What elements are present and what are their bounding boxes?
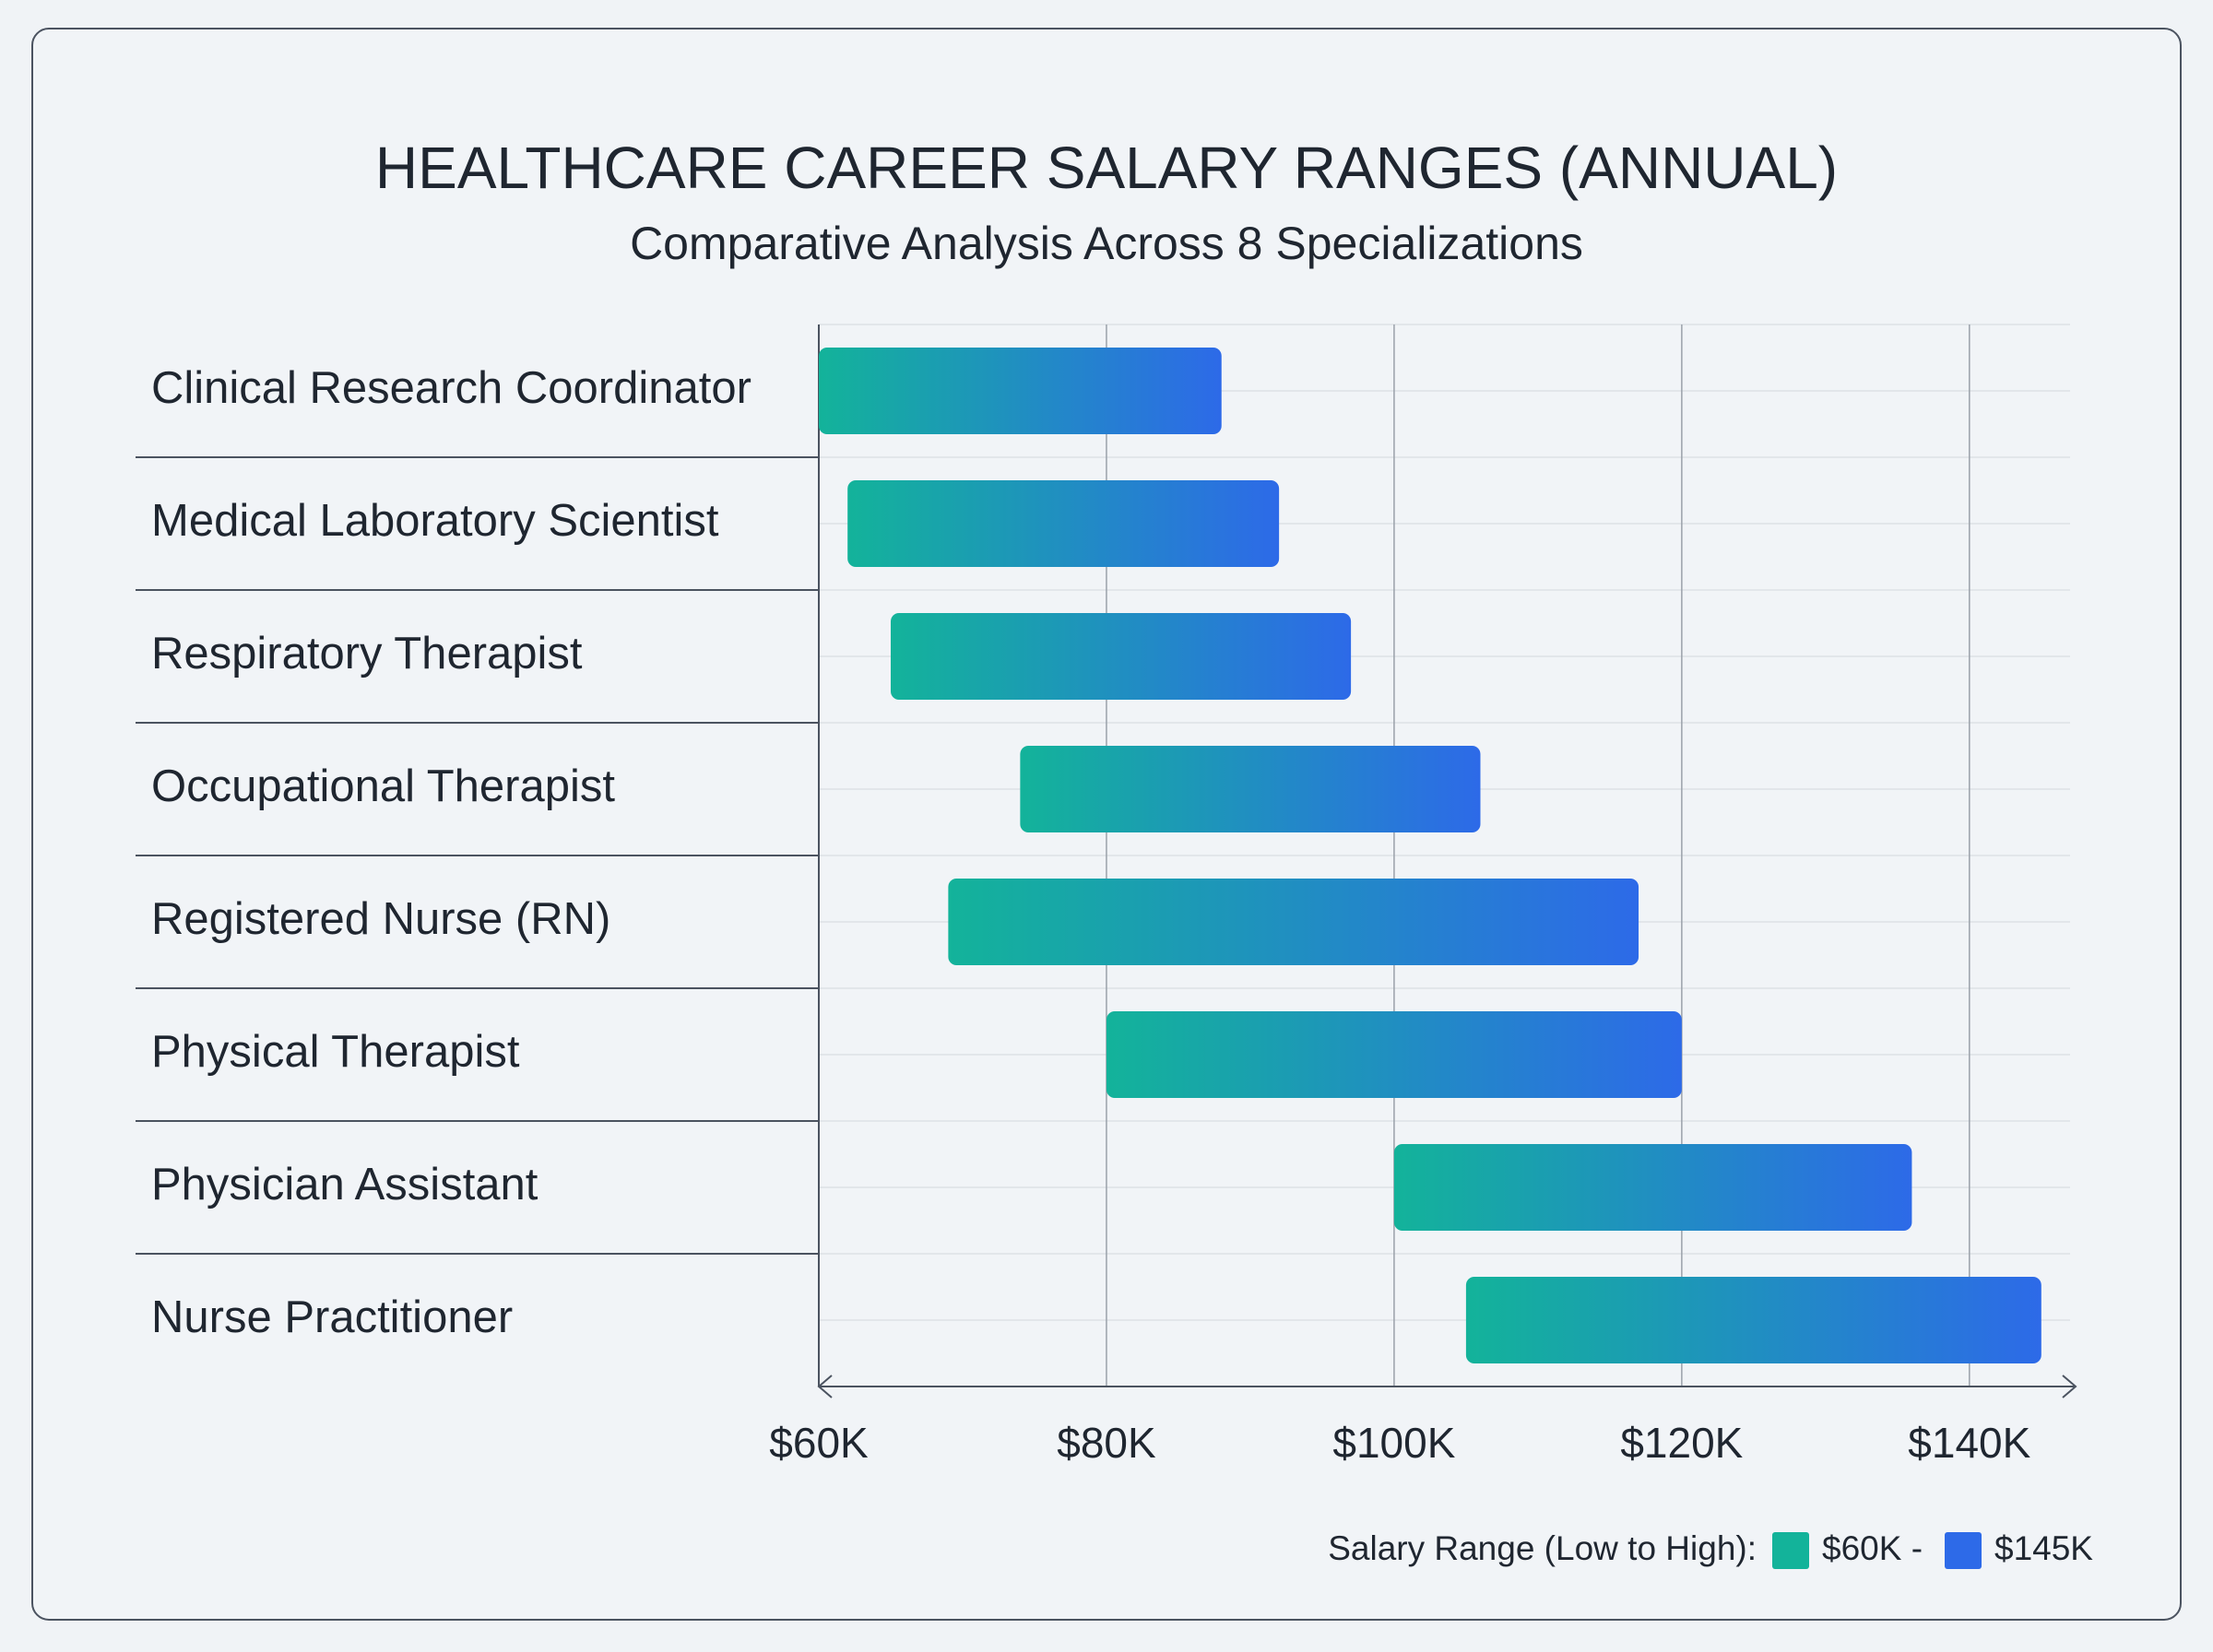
legend-swatch (1772, 1532, 1809, 1569)
chart-subtitle: Comparative Analysis Across 8 Specializa… (630, 218, 1583, 269)
y-tick-label: Medical Laboratory Scientist (151, 496, 719, 546)
legend-label: $145K (1994, 1529, 2093, 1567)
y-tick-label: Physical Therapist (151, 1027, 520, 1077)
y-tick-label: Respiratory Therapist (151, 629, 583, 678)
bar (847, 480, 1280, 567)
bar (1020, 746, 1481, 832)
x-tick-label: $120K (1620, 1419, 1743, 1467)
x-tick-label: $100K (1332, 1419, 1455, 1467)
bar (1465, 1277, 2041, 1363)
bar (1106, 1011, 1682, 1098)
x-tick-label: $60K (769, 1419, 869, 1467)
y-tick-label: Clinical Research Coordinator (151, 363, 751, 413)
x-tick-label: $80K (1057, 1419, 1156, 1467)
y-tick-label: Registered Nurse (RN) (151, 894, 610, 944)
y-tick-label: Physician Assistant (151, 1160, 538, 1210)
legend-label: $60K - (1822, 1529, 1923, 1567)
axis-arrow (817, 1375, 2077, 1398)
x-tick-label: $140K (1908, 1419, 2030, 1467)
legend-title: Salary Range (Low to High): (1328, 1529, 1757, 1567)
chart-title: HEALTHCARE CAREER SALARY RANGES (ANNUAL) (375, 135, 1838, 201)
bar (1393, 1144, 1912, 1231)
legend-swatch (1945, 1532, 1982, 1569)
bar (948, 879, 1639, 965)
bar (819, 348, 1222, 434)
y-tick-label: Occupational Therapist (151, 761, 615, 811)
bar (890, 613, 1352, 700)
y-tick-label: Nurse Practitioner (151, 1292, 513, 1342)
